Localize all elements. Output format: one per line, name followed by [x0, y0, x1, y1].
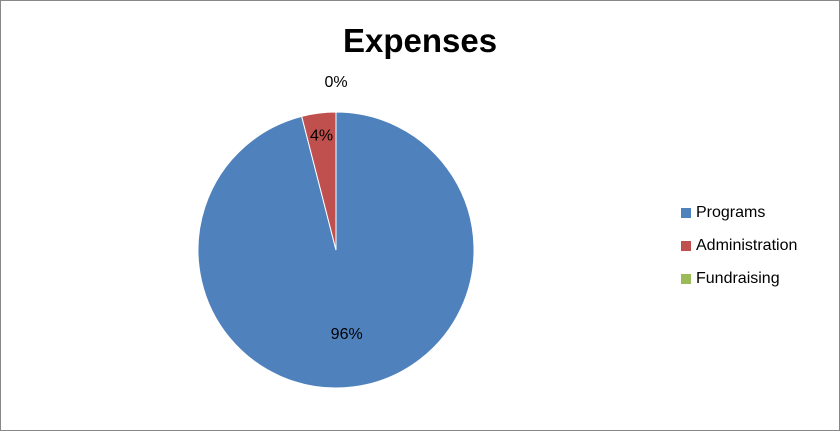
pie-slice-administration [301, 111, 337, 251]
legend-swatch-administration [681, 241, 691, 251]
data-label-fundraising: 0% [324, 74, 347, 91]
pie-data-labels: 96% 4% 0% [310, 74, 363, 343]
legend-label-fundraising: Fundraising [696, 270, 780, 287]
legend-swatch-fundraising [681, 274, 691, 284]
legend-swatch-programs [681, 208, 691, 218]
legend-label-programs: Programs [696, 204, 766, 221]
legend: Programs Administration Fundraising [681, 204, 837, 303]
data-label-programs: 96% [331, 326, 363, 343]
pie-slices [197, 111, 475, 389]
legend-item-administration: Administration [681, 237, 837, 255]
data-label-administration: 4% [310, 128, 333, 145]
legend-label-administration: Administration [696, 237, 798, 254]
chart-title: Expenses [342, 22, 498, 59]
legend-item-fundraising: Fundraising [681, 270, 837, 288]
legend-item-programs: Programs [681, 204, 837, 222]
